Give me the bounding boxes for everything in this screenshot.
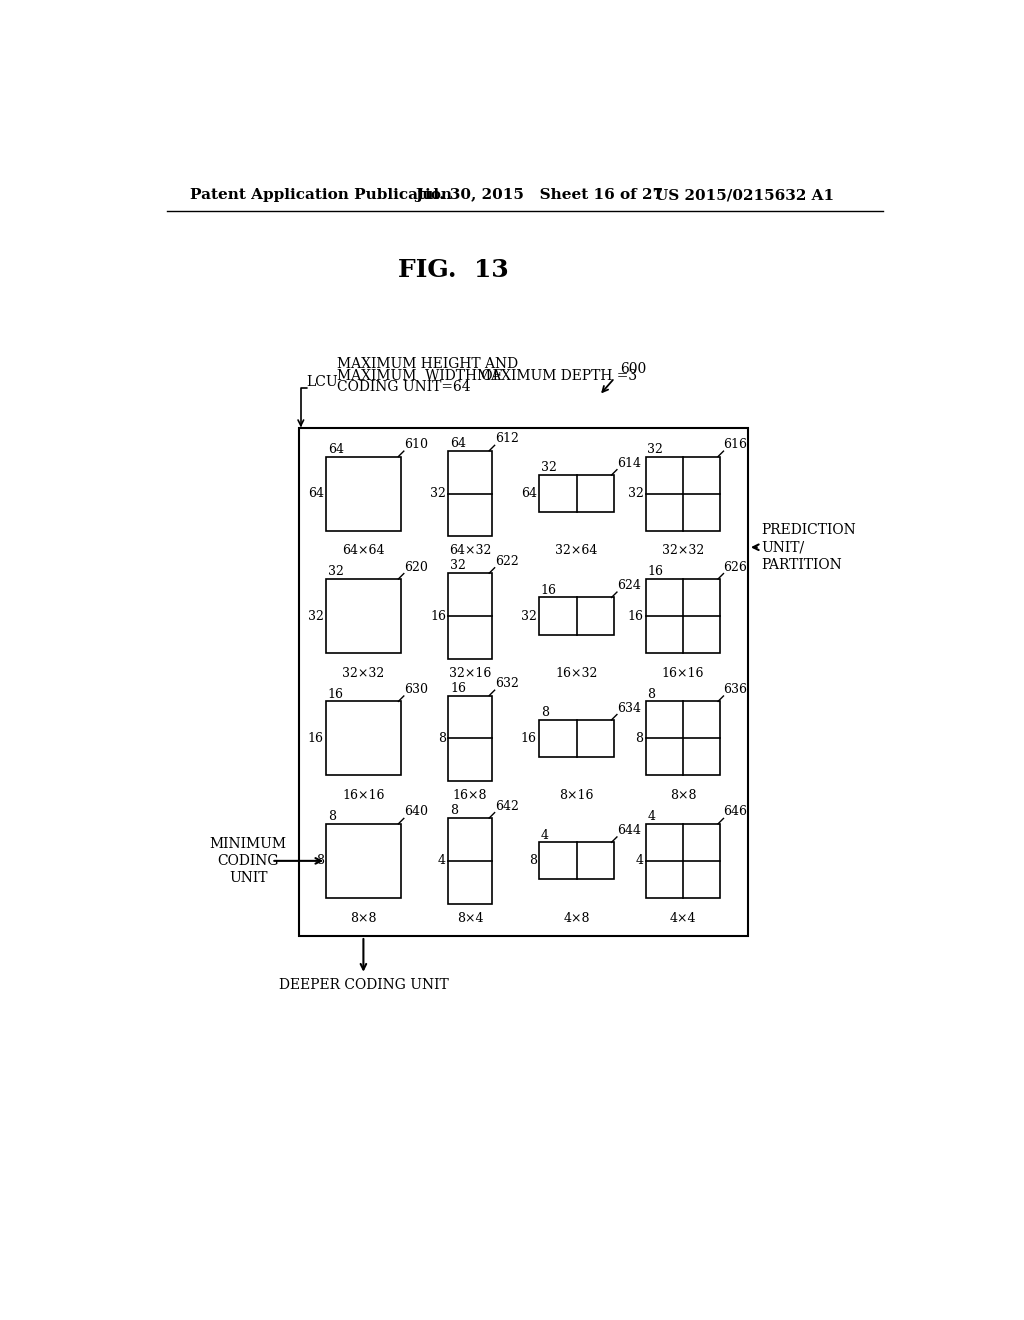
Text: MINIMUM
CODING
UNIT: MINIMUM CODING UNIT [210, 837, 287, 886]
Text: 612: 612 [495, 433, 518, 445]
Text: Jul. 30, 2015   Sheet 16 of 27: Jul. 30, 2015 Sheet 16 of 27 [415, 189, 663, 202]
Text: 610: 610 [403, 438, 428, 451]
Text: 32×32: 32×32 [342, 667, 385, 680]
Text: MAXIMUM  WIDTH OF: MAXIMUM WIDTH OF [337, 368, 503, 383]
Text: 16×8: 16×8 [453, 789, 487, 803]
Text: 8: 8 [541, 706, 549, 719]
Text: 642: 642 [495, 800, 518, 813]
Bar [326, 457, 400, 531]
Text: 626: 626 [724, 561, 748, 574]
Text: 64×32: 64×32 [449, 544, 492, 557]
Bar [646, 824, 721, 898]
Text: 622: 622 [495, 554, 518, 568]
Text: 634: 634 [616, 701, 641, 714]
Text: 16×32: 16×32 [555, 667, 598, 680]
Bar [326, 824, 400, 898]
Bar [299, 428, 748, 936]
Text: 16: 16 [541, 583, 557, 597]
Text: 8: 8 [636, 733, 643, 744]
Text: 4×8: 4×8 [563, 912, 590, 924]
Text: 4×4: 4×4 [670, 912, 696, 924]
Text: 16: 16 [450, 682, 466, 694]
Text: 16: 16 [521, 733, 537, 744]
Text: 64: 64 [521, 487, 537, 500]
Bar [449, 818, 492, 904]
Bar [646, 701, 721, 775]
Text: 32: 32 [647, 442, 664, 455]
Text: MAXIMUM DEPTH =3: MAXIMUM DEPTH =3 [477, 368, 637, 383]
Text: 32: 32 [430, 487, 446, 500]
Text: 8×8: 8×8 [350, 912, 377, 924]
Text: 8: 8 [450, 804, 458, 817]
Text: LCU: LCU [306, 375, 338, 388]
Text: 16: 16 [647, 565, 664, 578]
Text: 64: 64 [328, 442, 344, 455]
Text: 64: 64 [450, 437, 466, 450]
Bar [646, 579, 721, 653]
Bar [449, 573, 492, 659]
Text: 4: 4 [541, 829, 549, 842]
Text: 64: 64 [308, 487, 324, 500]
Bar [540, 598, 613, 635]
Bar [326, 701, 400, 775]
Text: 16: 16 [308, 733, 324, 744]
Text: 32×64: 32×64 [555, 544, 598, 557]
Text: 614: 614 [616, 457, 641, 470]
Text: 16×16: 16×16 [342, 789, 385, 803]
Text: 646: 646 [724, 805, 748, 818]
Text: 8×16: 8×16 [559, 789, 594, 803]
Text: 644: 644 [616, 824, 641, 837]
Text: 630: 630 [403, 682, 428, 696]
Text: 636: 636 [724, 682, 748, 696]
Text: US 2015/0215632 A1: US 2015/0215632 A1 [655, 189, 835, 202]
Text: 8×4: 8×4 [457, 912, 483, 924]
Text: 8: 8 [328, 810, 336, 824]
Bar [326, 579, 400, 653]
Text: 16: 16 [328, 688, 344, 701]
Text: 632: 632 [495, 677, 518, 690]
Text: 8×8: 8×8 [670, 789, 696, 803]
Text: 640: 640 [403, 805, 428, 818]
Bar [540, 842, 613, 879]
Text: 32: 32 [328, 565, 343, 578]
Bar [449, 696, 492, 781]
Text: 32: 32 [521, 610, 537, 623]
Text: 64×64: 64×64 [342, 544, 385, 557]
Text: 32×16: 32×16 [449, 667, 492, 680]
Text: 620: 620 [403, 561, 428, 574]
Bar [646, 457, 721, 531]
Text: 8: 8 [438, 733, 446, 744]
Text: 624: 624 [616, 579, 641, 593]
Text: 32: 32 [628, 487, 643, 500]
Text: 4: 4 [636, 854, 643, 867]
Text: 32×32: 32×32 [662, 544, 705, 557]
Text: 32: 32 [308, 610, 324, 623]
Text: 16: 16 [628, 610, 643, 623]
Text: 32: 32 [541, 461, 557, 474]
Text: 4: 4 [647, 810, 655, 824]
Text: 600: 600 [621, 362, 646, 376]
Text: 616: 616 [724, 438, 748, 451]
Text: Patent Application Publication: Patent Application Publication [190, 189, 452, 202]
Text: CODING UNIT=64: CODING UNIT=64 [337, 380, 471, 395]
Text: 32: 32 [450, 560, 466, 573]
Text: FIG.  13: FIG. 13 [398, 257, 509, 282]
Text: 16×16: 16×16 [662, 667, 705, 680]
Bar [540, 719, 613, 756]
Text: 4: 4 [438, 854, 446, 867]
Bar [449, 450, 492, 536]
Bar [540, 475, 613, 512]
Text: MAXIMUM HEIGHT AND: MAXIMUM HEIGHT AND [337, 356, 518, 371]
Text: 16: 16 [430, 610, 446, 623]
Text: PREDICTION
UNIT/
PARTITION: PREDICTION UNIT/ PARTITION [761, 523, 856, 572]
Text: DEEPER CODING UNIT: DEEPER CODING UNIT [279, 978, 449, 993]
Text: 8: 8 [529, 854, 537, 867]
Text: 8: 8 [315, 854, 324, 867]
Text: 8: 8 [647, 688, 655, 701]
